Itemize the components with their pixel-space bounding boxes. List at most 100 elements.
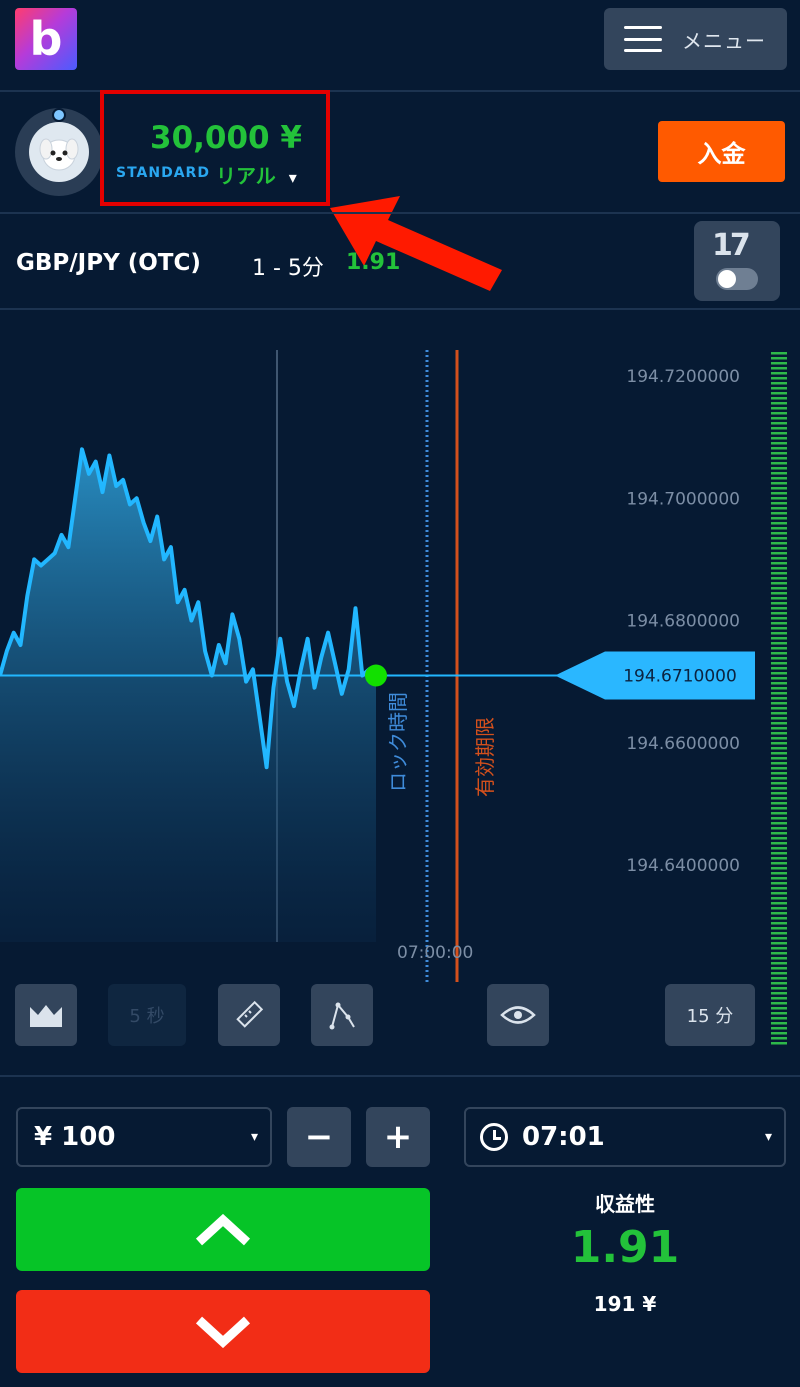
chevron-down-icon: ▾ [250,1129,258,1145]
visibility-button[interactable] [487,984,549,1046]
volume-tick [771,697,787,700]
volume-tick [771,717,787,720]
volume-tick [771,622,787,625]
volume-tick [771,467,787,470]
account-balance[interactable]: 30,000 ¥ [150,120,302,156]
volume-tick [771,367,787,370]
volume-tick [771,872,787,875]
volume-tick [771,937,787,940]
chevron-down-icon: ▾ [288,168,297,187]
price-chart[interactable]: 194.6710000 194.7200000 194.7000000 194.… [0,312,800,1052]
profitability-value: 1.91 [570,1222,680,1273]
current-price-label: 194.6710000 [623,667,737,687]
volume-tick [771,572,787,575]
volume-tick [771,947,787,950]
volume-tick [771,402,787,405]
volume-tick [771,417,787,420]
chart-type-button[interactable] [15,984,77,1046]
volume-tick [771,722,787,725]
decrease-amount-button[interactable]: − [287,1107,351,1167]
red-arrow-annotation [330,196,502,291]
volume-tick [771,387,787,390]
menu-label: メニュー [682,28,766,53]
volume-tick [771,782,787,785]
volume-tick [771,617,787,620]
volume-tick [771,602,787,605]
volume-tick [771,767,787,770]
menu-button[interactable]: メニュー [604,8,787,70]
volume-tick [771,442,787,445]
chevron-up-icon [195,1213,251,1245]
volume-tick [771,807,787,810]
volume-tick [771,752,787,755]
volume-tick [771,892,787,895]
volume-tick [771,792,787,795]
instrument-divider [0,308,800,310]
app-logo[interactable]: b [15,8,77,70]
volume-tick [771,452,787,455]
avatar[interactable] [15,108,103,196]
account-mode-label: リアル [216,164,276,188]
price-axis-label: 194.6600000 [626,734,740,754]
volume-tick [771,992,787,995]
volume-tick [771,707,787,710]
volume-tick [771,882,787,885]
ruler-tool-button[interactable] [218,984,280,1046]
increase-amount-button[interactable]: + [366,1107,430,1167]
volume-tick [771,677,787,680]
volume-tick [771,447,787,450]
volume-tick [771,532,787,535]
volume-tick [771,562,787,565]
volume-tick [771,747,787,750]
volume-tick [771,967,787,970]
volume-tick [771,432,787,435]
volume-tick [771,862,787,865]
balance-highlight-box [100,90,330,206]
volume-tick [771,642,787,645]
volume-tick [771,637,787,640]
account-mode-selector[interactable]: リアル ▾ [216,160,297,189]
asset-payout: 1.91 [346,250,401,275]
price-axis-label: 194.7200000 [626,367,740,387]
hamburger-icon [624,26,662,52]
profit-amount: 191 ¥ [593,1292,657,1316]
volume-tick [771,682,787,685]
logo-letter: b [29,12,63,66]
volume-tick [771,877,787,880]
volume-tick [771,702,787,705]
interval-button[interactable]: 15 分 [665,984,755,1046]
volume-tick [771,592,787,595]
amount-selector[interactable]: ¥ 100 ▾ [16,1107,272,1167]
tradingview-logo-icon: 17 [712,228,751,263]
drawing-tool-button[interactable] [311,984,373,1046]
volume-tick [771,867,787,870]
volume-tick [771,912,787,915]
volume-tick [771,427,787,430]
volume-tick [771,522,787,525]
volume-tick [771,1017,787,1020]
volume-tick [771,922,787,925]
volume-tick [771,857,787,860]
timeframe-button[interactable]: 5 秒 [108,984,186,1046]
volume-tick [771,687,787,690]
deposit-button[interactable]: 入金 [658,121,785,182]
volume-tick [771,727,787,730]
expiry-time-selector[interactable]: 07:01 ▾ [464,1107,786,1167]
asset-pair[interactable]: GBP/JPY (OTC) [16,250,201,276]
volume-tick [771,612,787,615]
volume-tick [771,847,787,850]
volume-tick [771,962,787,965]
timeframe-label: 5 秒 [129,1006,165,1027]
price-area [0,449,376,942]
volume-tick [771,732,787,735]
volume-tick [771,997,787,1000]
call-up-button[interactable] [16,1188,430,1271]
volume-tick [771,817,787,820]
put-down-button[interactable] [16,1290,430,1373]
volume-tick [771,1042,787,1045]
tools-divider [0,1075,800,1077]
clock-icon [480,1123,508,1151]
volume-tick [771,652,787,655]
dog-avatar-icon [29,122,89,182]
volume-tick [771,887,787,890]
